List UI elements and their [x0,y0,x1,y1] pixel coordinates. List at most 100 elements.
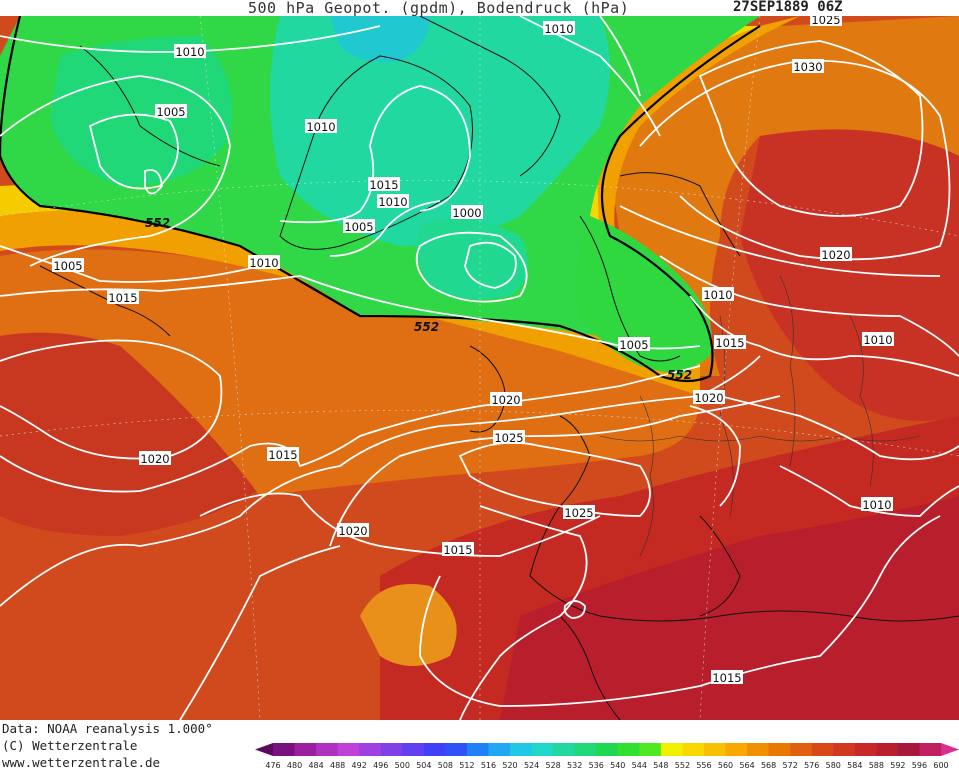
legend-swatch [423,743,446,756]
svg-text:1015: 1015 [712,671,741,685]
isobars [0,16,959,720]
legend-tick-label: 540 [610,761,625,770]
isobar-label: 1015 [714,335,746,350]
field-teal-greenland [270,16,610,246]
legend-swatch [660,743,683,756]
legend-tick-label: 480 [287,761,302,770]
svg-text:1025: 1025 [564,506,593,520]
isobar-label: 1020 [820,247,852,262]
isobar-label: 1030 [792,59,824,74]
legend-tick-label: 528 [545,761,560,770]
isobar-label: 1015 [442,542,474,557]
legend-tick-label: 512 [459,761,474,770]
legend-swatch [337,743,360,756]
legend-tick-label: 496 [373,761,388,770]
isobar-label: 1010 [543,21,575,36]
svg-text:1010: 1010 [378,195,407,209]
svg-text:1010: 1010 [306,120,335,134]
legend-tick-label: 488 [330,761,345,770]
isobar-label: 1010 [702,287,734,302]
isobar-label: 1010 [862,332,894,347]
svg-text:1015: 1015 [108,291,137,305]
legend-tick-label: 544 [632,761,647,770]
svg-text:1015: 1015 [715,336,744,350]
svg-text:1020: 1020 [694,391,723,405]
field-orange-3 [360,584,457,666]
svg-text:1020: 1020 [140,452,169,466]
legend-swatch [725,743,748,756]
svg-text:1025: 1025 [811,16,840,27]
legend-tick-label: 504 [416,761,431,770]
legend-tick-label: 600 [933,761,948,770]
legend-tick-label: 476 [265,761,280,770]
legend-swatch [897,743,920,756]
legend-tick-label: 548 [653,761,668,770]
legend-swatch [466,743,489,756]
legend-swatch [359,743,382,756]
legend-tick-label: 568 [761,761,776,770]
legend-tick-label: 556 [696,761,711,770]
legend-tick-label: 596 [912,761,927,770]
field-teal-low [416,218,528,300]
isobar-label: 1005 [155,104,187,119]
svg-text:1005: 1005 [156,105,185,119]
legend-arrow-left [255,743,273,756]
svg-text:1015: 1015 [443,543,472,557]
isobar-label: 1025 [493,430,525,445]
legend-tick-label: 532 [567,761,582,770]
field-green-scandinavia [576,216,712,372]
map-title: 500 hPa Geopot. (gpdm), Bodendruck (hPa) [248,0,630,17]
color-legend: 476 480 484 488 492 496 500 504 508 512 516 520 524 5… [255,743,959,770]
legend-swatch [402,743,425,756]
geopotential-labels: 552 552 552 [145,216,692,382]
legend-swatch [639,743,662,756]
geopotential-label: 552 [414,320,439,334]
isobar-label: 1010 [377,194,409,209]
svg-text:1010: 1010 [863,333,892,347]
legend-swatch [617,743,640,756]
legend-tick-label: 588 [869,761,884,770]
legend-tick-label: 484 [308,761,323,770]
isobar-label: 1010 [248,255,280,270]
isobar-label: 1015 [267,447,299,462]
field-amber-north [597,16,800,236]
legend-swatch [380,743,403,756]
legend-tick-label: 584 [847,761,862,770]
field-red-east [740,129,959,421]
legend-swatch [596,743,619,756]
isobar-label: 1010 [174,44,206,59]
legend-swatch [510,743,532,756]
svg-text:1005: 1005 [619,338,648,352]
isobar-label: 1025 [810,16,842,27]
svg-text:1005: 1005 [344,220,373,234]
legend-swatch [919,743,942,756]
svg-text:1010: 1010 [703,288,732,302]
svg-text:1010: 1010 [544,22,573,36]
legend-tick-label: 576 [804,761,819,770]
legend-tick-label: 580 [826,761,841,770]
isobar-label: 1020 [337,523,369,538]
legend-swatch [768,743,791,756]
svg-text:1015: 1015 [369,178,398,192]
isobar-label: 1015 [711,670,743,685]
legend-tick-label: 516 [481,761,496,770]
weather-map: 1010 1010 1005 1010 1015 1010 1005 1000 … [0,16,959,720]
legend-swatch [703,743,726,756]
legend-arrow-right [941,743,959,756]
legend-swatch [488,743,511,756]
svg-text:1020: 1020 [821,248,850,262]
copyright: (C) Wetterzentrale [2,738,138,753]
legend-tick-label: 592 [890,761,905,770]
data-source: Data: NOAA reanalysis 1.000° [2,721,213,736]
field-amber [0,210,700,396]
isobar-label: 1010 [305,119,337,134]
isobar-label: 1005 [618,337,650,352]
legend-swatch [316,743,339,756]
svg-text:1010: 1010 [862,498,891,512]
legend-tick-label: 564 [739,761,754,770]
svg-text:1010: 1010 [249,256,278,270]
isobar-label: 1010 [861,497,893,512]
legend-tick-label: 508 [438,761,453,770]
legend-swatch [811,743,834,756]
